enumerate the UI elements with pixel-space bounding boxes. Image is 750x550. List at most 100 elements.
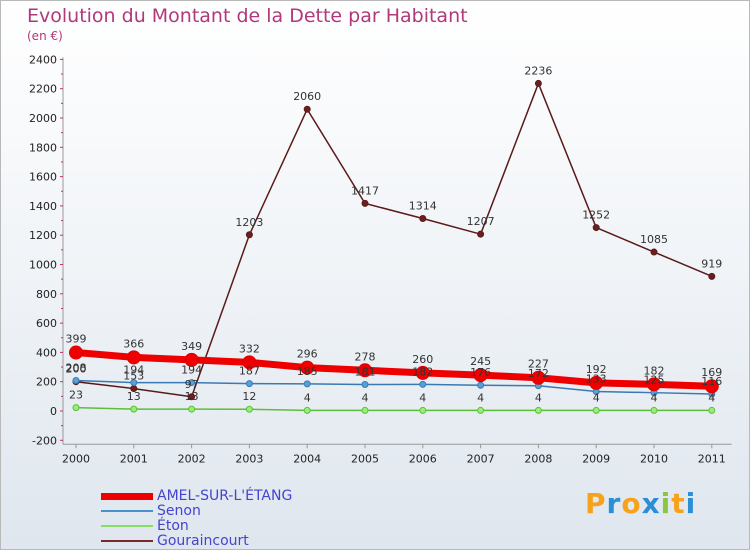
- data-label: 4: [593, 391, 600, 404]
- data-label: 13: [127, 390, 141, 403]
- data-label: 200: [66, 363, 87, 376]
- data-point: [303, 406, 311, 414]
- x-tick-label: 2003: [235, 452, 263, 465]
- y-tick-label: 2200: [29, 83, 57, 96]
- legend-item: Senon: [101, 503, 361, 519]
- data-label: 194: [181, 364, 202, 377]
- series-line-1: [75, 379, 712, 395]
- x-tick-label: 2006: [409, 452, 437, 465]
- data-point: [303, 105, 311, 113]
- data-label: 399: [66, 333, 87, 346]
- data-label: 208: [66, 362, 87, 375]
- series-line-2: [75, 406, 712, 412]
- data-point: [184, 352, 199, 367]
- y-tick-label: 800: [36, 288, 57, 301]
- data-label: 1252: [582, 209, 610, 222]
- data-point: [650, 406, 658, 414]
- data-point: [531, 370, 546, 385]
- data-point: [361, 406, 369, 414]
- data-label: 2236: [524, 64, 552, 77]
- data-label: 176: [470, 366, 491, 379]
- data-point: [419, 214, 427, 222]
- data-label: 260: [412, 353, 433, 366]
- chart-title: Evolution du Montant de la Dette par Hab…: [27, 5, 468, 27]
- data-point: [592, 224, 600, 232]
- data-label: 192: [586, 363, 607, 376]
- legend-item: Gouraincourt: [101, 533, 361, 549]
- data-label: 169: [701, 366, 722, 379]
- data-point: [188, 393, 196, 401]
- data-point: [303, 380, 311, 388]
- data-point: [534, 406, 542, 414]
- data-point: [589, 375, 604, 390]
- logo-letter: t: [671, 487, 686, 520]
- chart-unit-label: (en €): [27, 29, 63, 43]
- data-label: 97: [185, 378, 199, 391]
- data-point: [242, 355, 257, 370]
- data-label: 1207: [467, 215, 495, 228]
- legend-item: AMEL-SUR-L'ÉTANG: [101, 488, 361, 504]
- data-label: 1417: [351, 184, 379, 197]
- logo-letter: i: [685, 487, 697, 520]
- data-label: 4: [477, 391, 484, 404]
- y-tick-label: 1800: [29, 141, 57, 154]
- y-tick-label: 0: [50, 405, 57, 418]
- data-label: 4: [651, 391, 658, 404]
- y-tick-label: 1200: [29, 229, 57, 242]
- legend-swatch: [101, 540, 153, 542]
- data-label: 187: [239, 365, 260, 378]
- data-point: [358, 363, 372, 378]
- y-tick-label: 400: [36, 346, 57, 359]
- data-point: [130, 379, 138, 387]
- data-point: [477, 230, 485, 238]
- data-point: [361, 199, 369, 207]
- data-point: [188, 379, 196, 387]
- x-tick-label: 2011: [698, 452, 726, 465]
- x-tick-label: 2001: [120, 452, 148, 465]
- data-label: 2060: [293, 90, 321, 103]
- logo-letter: o: [621, 487, 642, 520]
- data-point: [473, 368, 488, 383]
- data-point: [419, 406, 427, 414]
- y-tick-label: 200: [36, 376, 57, 389]
- data-label: 245: [470, 355, 491, 368]
- data-label: 919: [701, 257, 722, 270]
- legend-swatch: [101, 510, 153, 512]
- data-point: [69, 345, 83, 360]
- data-point: [419, 380, 427, 388]
- data-point: [477, 381, 485, 389]
- data-label: 182: [644, 364, 665, 377]
- y-tick-label: -200: [32, 434, 57, 447]
- data-point: [130, 405, 138, 413]
- data-label: 1314: [409, 199, 437, 212]
- data-point: [477, 406, 485, 414]
- data-point: [126, 350, 141, 365]
- logo-letter: x: [641, 487, 661, 520]
- data-label: 172: [528, 367, 549, 380]
- data-label: 125: [644, 374, 665, 387]
- x-tick-label: 2005: [351, 452, 379, 465]
- data-label: 12: [242, 390, 256, 403]
- logo-letter: r: [606, 487, 622, 520]
- legend-label: Senon: [157, 503, 201, 519]
- data-point: [72, 377, 80, 385]
- proxiti-logo: Proxiti: [585, 487, 696, 520]
- x-tick-label: 2004: [293, 452, 321, 465]
- legend-item: Éton: [101, 518, 361, 534]
- data-label: 349: [181, 340, 202, 353]
- data-label: 278: [355, 350, 376, 363]
- logo-letter: P: [585, 487, 607, 520]
- data-label: 4: [304, 391, 311, 404]
- legend-label: Éton: [157, 518, 189, 534]
- data-label: 332: [239, 342, 260, 355]
- y-tick-label: 2000: [29, 112, 57, 125]
- data-point: [72, 404, 80, 412]
- data-label: 133: [586, 373, 607, 386]
- x-tick-label: 2009: [582, 452, 610, 465]
- data-point: [245, 405, 253, 413]
- data-label: 366: [123, 337, 144, 350]
- data-point: [534, 79, 542, 87]
- series-line-3: [75, 82, 713, 398]
